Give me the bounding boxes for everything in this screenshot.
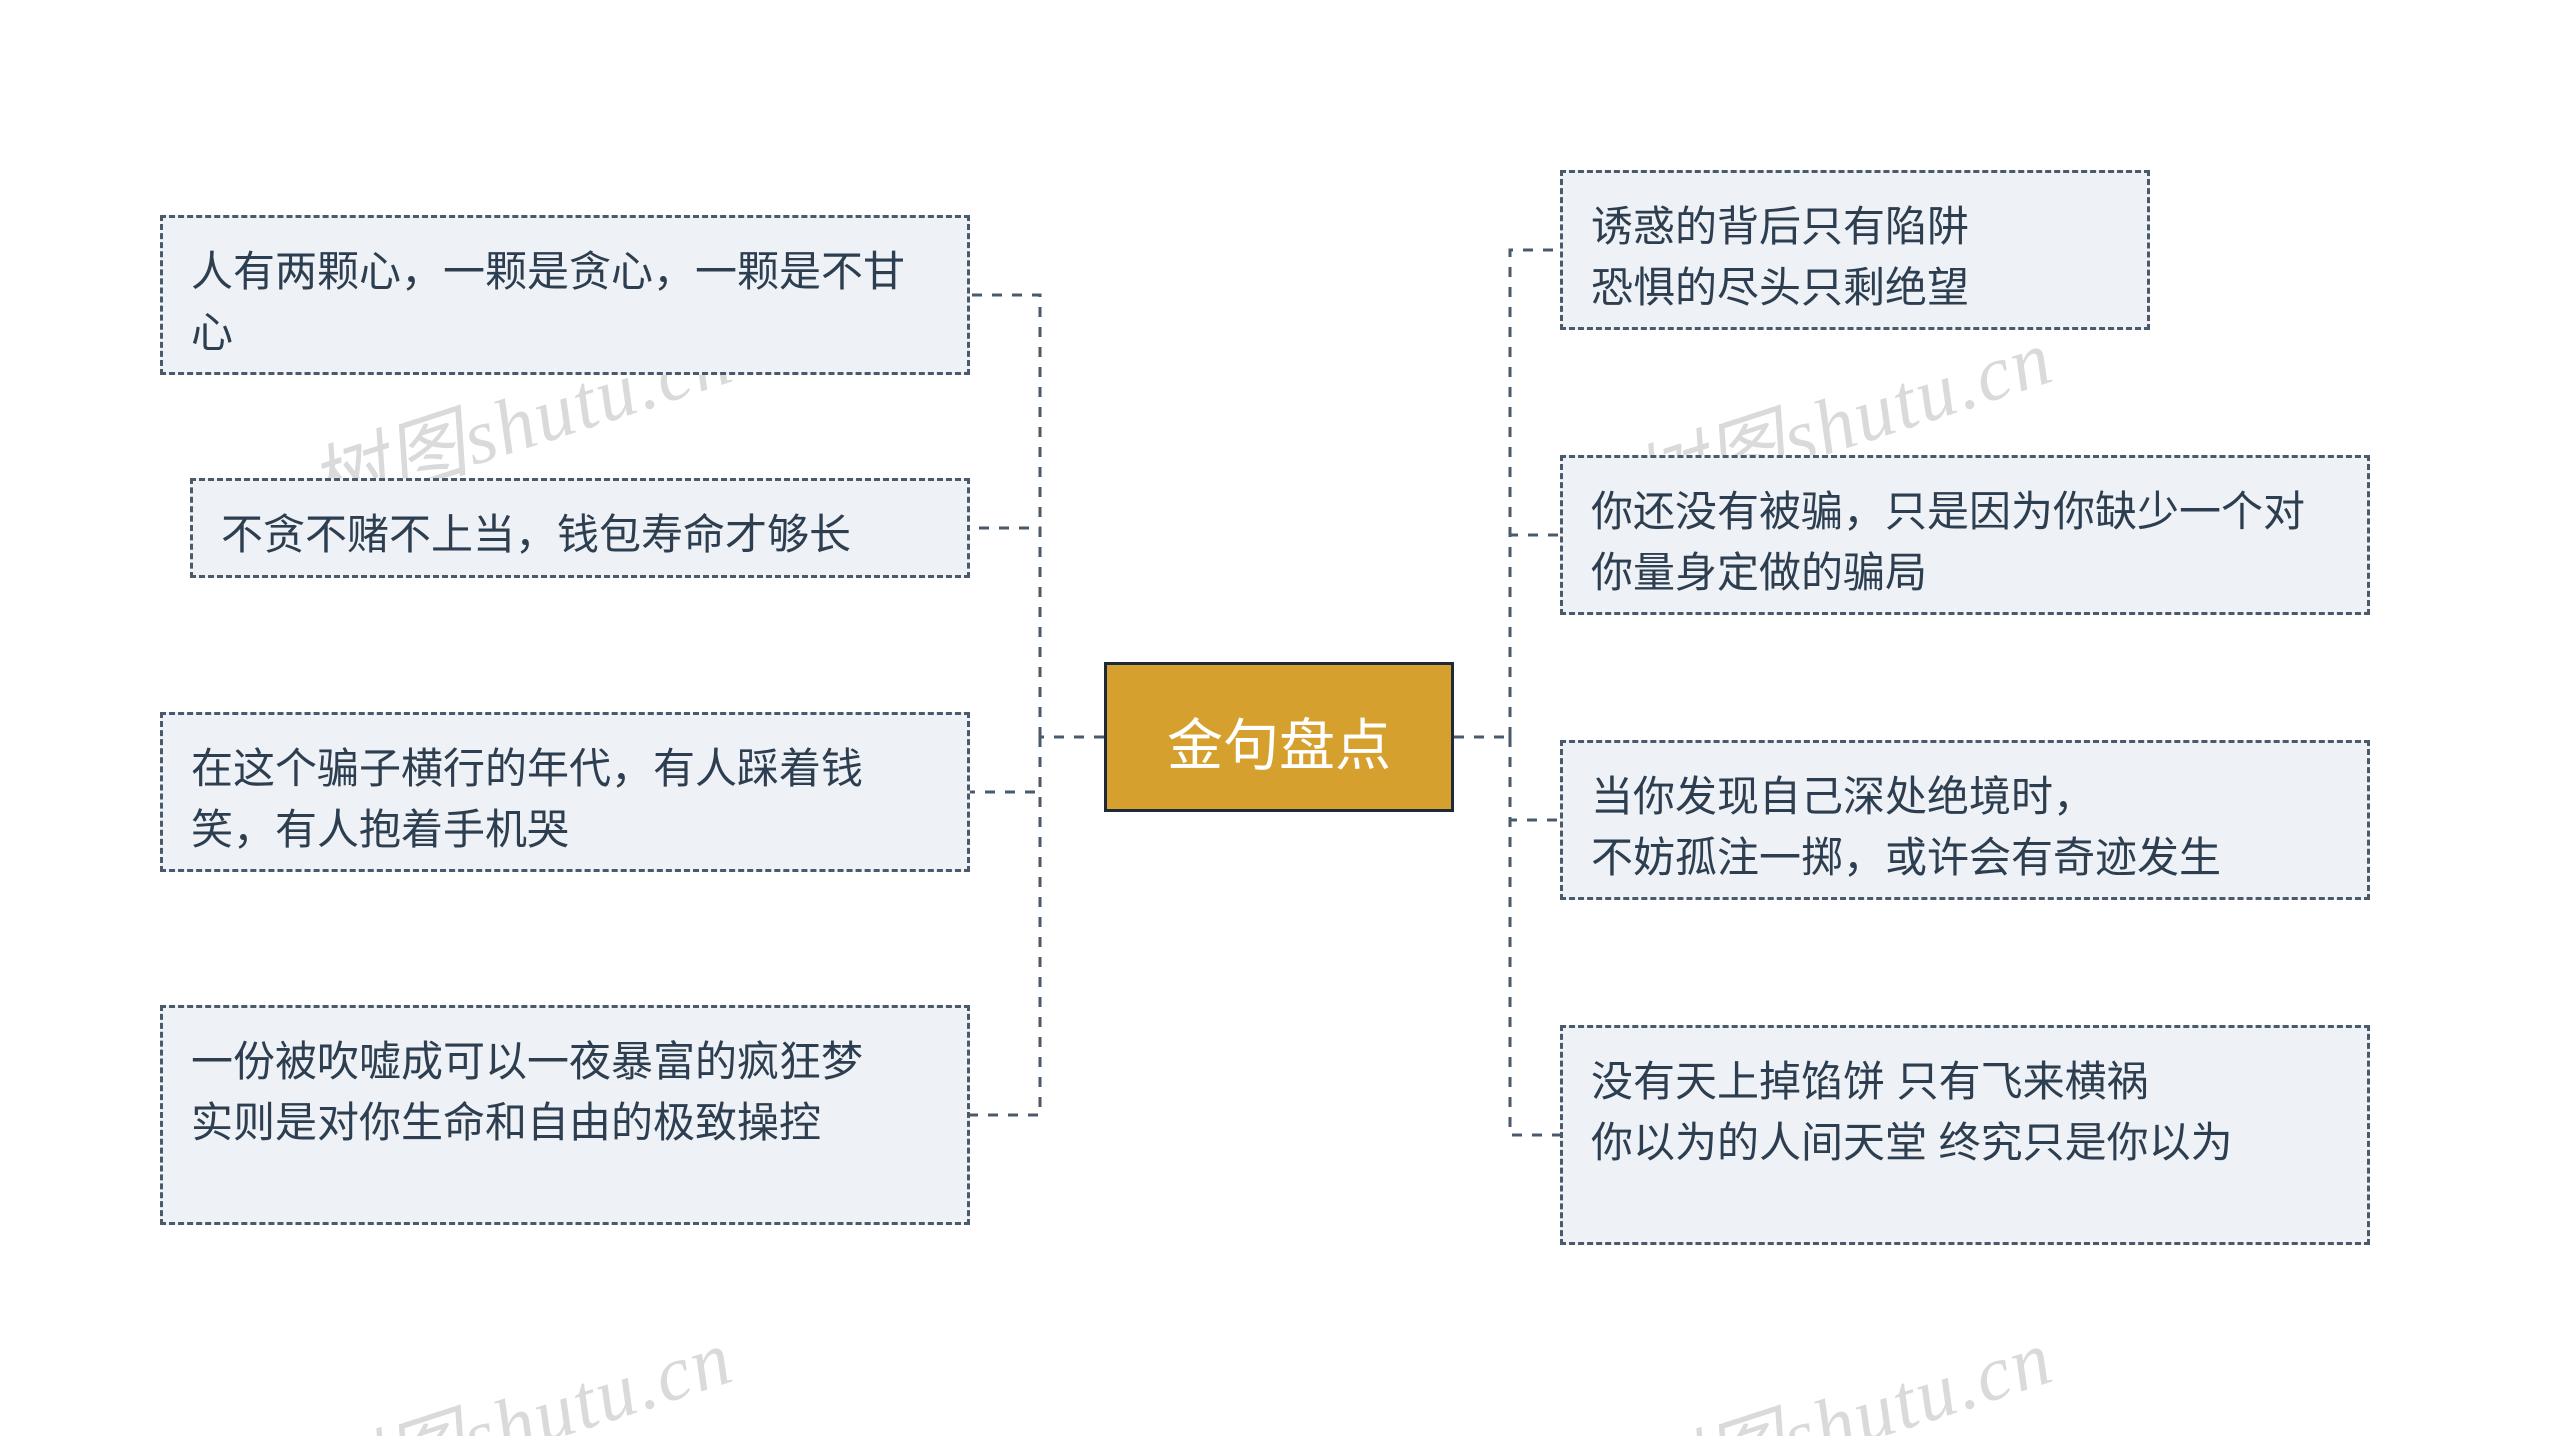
right-node-2: 当你发现自己深处绝境时， 不妨孤注一掷，或许会有奇迹发生 [1560, 740, 2370, 900]
watermark: 树图shutu.cn [293, 1295, 744, 1436]
right-node-0: 诱惑的背后只有陷阱 恐惧的尽头只剩绝望 [1560, 170, 2150, 330]
left-node-3: 一份被吹嘘成可以一夜暴富的疯狂梦 实则是对你生命和自由的极致操控 [160, 1005, 970, 1225]
right-node-1: 你还没有被骗，只是因为你缺少一个对你量身定做的骗局 [1560, 455, 2370, 615]
left-node-2: 在这个骗子横行的年代，有人踩着钱笑，有人抱着手机哭 [160, 712, 970, 872]
left-node-1: 不贪不赌不上当，钱包寿命才够长 [190, 478, 970, 578]
right-node-3: 没有天上掉馅饼 只有飞来横祸 你以为的人间天堂 终究只是你以为 [1560, 1025, 2370, 1245]
watermark: 树图shutu.cn [1613, 1295, 2064, 1436]
center-node: 金句盘点 [1104, 662, 1454, 812]
left-node-0: 人有两颗心，一颗是贪心，一颗是不甘心 [160, 215, 970, 375]
